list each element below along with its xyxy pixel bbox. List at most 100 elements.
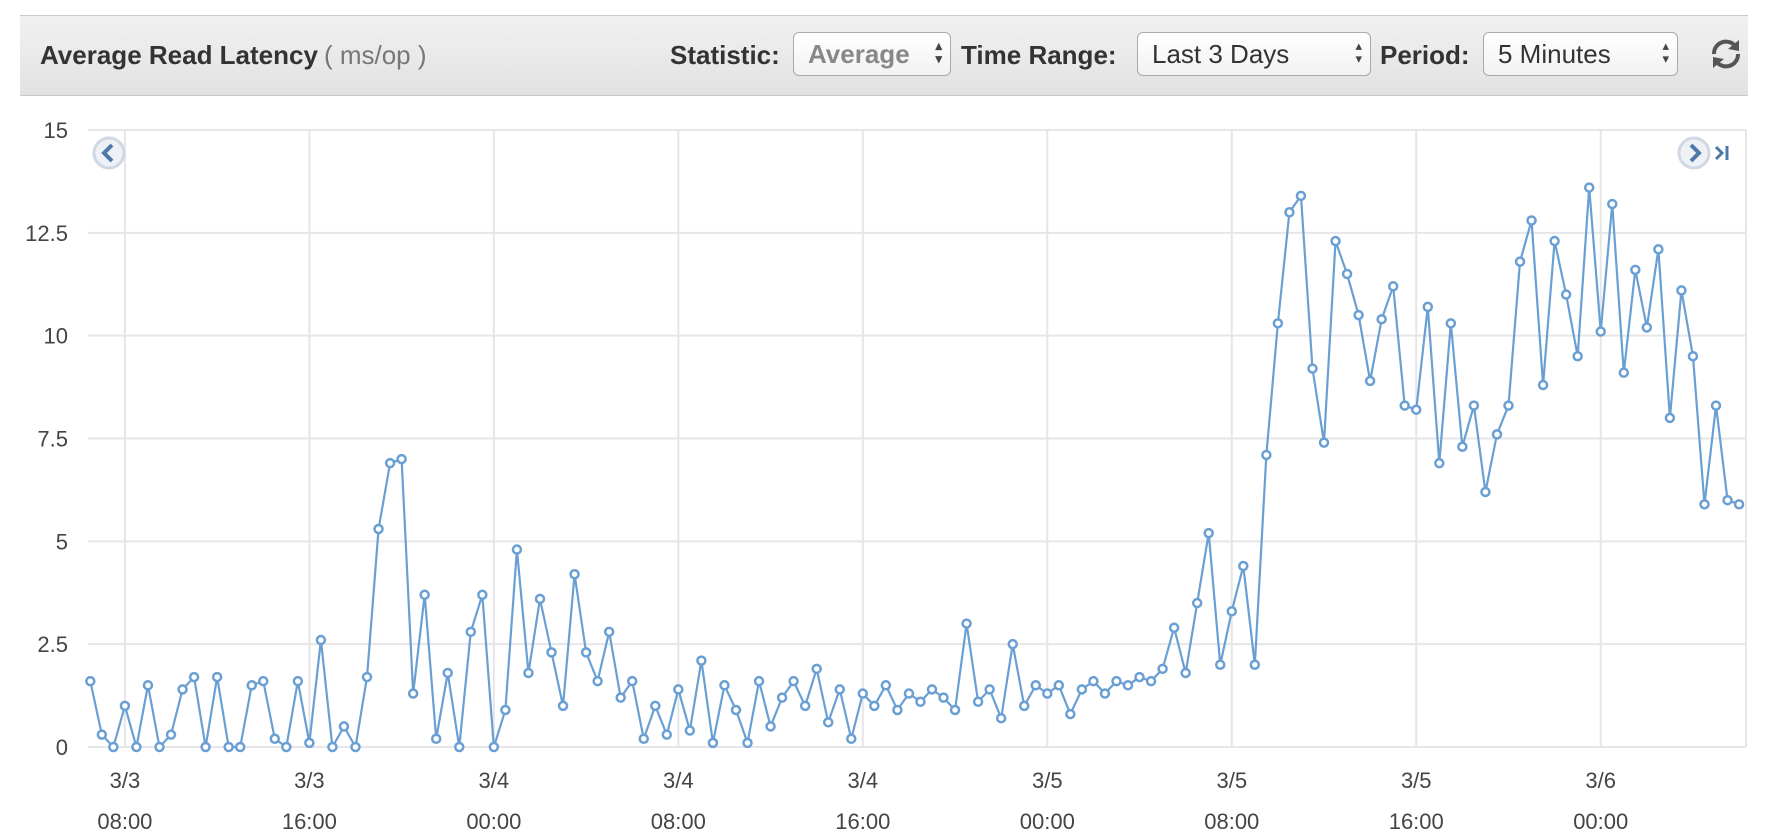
data-point [1653, 244, 1664, 255]
data-point [373, 523, 384, 535]
data-point [269, 733, 281, 745]
data-point [1295, 190, 1307, 202]
data-point [1122, 680, 1134, 691]
data-point [1410, 404, 1422, 415]
data-point [857, 688, 869, 699]
data-point [776, 692, 788, 703]
x-tick-label: 16:00 [282, 809, 337, 832]
data-point [1422, 301, 1434, 313]
data-point [281, 741, 292, 753]
data-point [1111, 675, 1122, 687]
data-point [1203, 527, 1214, 539]
data-point [304, 737, 315, 749]
data-point [984, 684, 995, 695]
control-label: Time Range: [961, 40, 1117, 70]
data-point [1491, 429, 1503, 440]
data-point [1733, 499, 1745, 510]
data-point [1168, 622, 1180, 633]
data-point [1307, 363, 1318, 374]
navigation [92, 136, 1729, 170]
x-tick-label: 3/4 [479, 768, 510, 793]
data-point [546, 647, 557, 658]
prev-button[interactable] [92, 136, 126, 170]
period-select[interactable]: 5 Minutes [1483, 32, 1678, 76]
data-point [119, 700, 131, 712]
y-tick-label: 0 [56, 735, 68, 760]
data-point [1583, 182, 1595, 193]
data-point [926, 684, 938, 695]
data-point [85, 675, 96, 687]
data-point [361, 671, 373, 683]
data-point [338, 721, 350, 732]
data-point [1710, 400, 1722, 411]
data-point [1457, 441, 1468, 452]
statistic-select[interactable]: Average [793, 32, 951, 76]
data-point [1018, 700, 1030, 712]
data-point [454, 741, 465, 753]
data-point [626, 675, 638, 687]
data-point [580, 647, 592, 658]
data-point [200, 741, 211, 753]
data-point [523, 667, 534, 679]
data-point [177, 684, 188, 695]
data-point [995, 712, 1007, 724]
data-point [1330, 235, 1341, 247]
data-point [188, 671, 200, 683]
data-point [131, 741, 142, 753]
control-label: Statistic: [670, 40, 780, 70]
data-point [442, 667, 453, 679]
data-point [1099, 688, 1111, 699]
data-point [1722, 494, 1733, 506]
data-point [1007, 638, 1018, 650]
data-point [430, 733, 442, 745]
y-tick-label: 2.5 [37, 632, 68, 657]
data-point [1180, 667, 1191, 679]
data-point [1699, 499, 1710, 510]
data-point [258, 675, 269, 687]
data-point [419, 589, 430, 601]
data-point [753, 675, 765, 687]
data-point [1630, 264, 1641, 276]
data-point [108, 741, 119, 753]
data-point [1468, 400, 1480, 411]
data-point [1341, 268, 1353, 280]
data-point [1376, 313, 1387, 325]
data-point [869, 700, 880, 712]
data-point [1088, 675, 1099, 687]
data-point [569, 568, 580, 580]
data-point [1641, 322, 1653, 333]
data-point [788, 675, 799, 687]
data-point [292, 675, 304, 687]
next-button[interactable] [1677, 136, 1711, 170]
data-point [1526, 215, 1537, 226]
x-tick-label: 3/5 [1401, 768, 1432, 793]
data-point [1595, 326, 1606, 337]
x-tick-label: 16:00 [1389, 809, 1444, 832]
data-point [1145, 675, 1157, 687]
data-point [834, 684, 845, 695]
x-tick-label: 3/6 [1585, 768, 1616, 793]
data-point [557, 700, 569, 712]
data-point [246, 680, 257, 691]
data-point [696, 655, 707, 666]
grid [88, 129, 1747, 748]
data-point [142, 680, 154, 691]
data-point [477, 589, 488, 601]
data-point [1053, 680, 1065, 691]
data-point [1618, 367, 1630, 378]
data-point [396, 453, 407, 465]
data-point [1364, 375, 1376, 387]
x-tick-label: 3/3 [110, 768, 141, 793]
x-tick-label: 3/5 [1216, 768, 1247, 793]
refresh-button[interactable] [1706, 34, 1746, 74]
x-tick-label: 00:00 [466, 809, 521, 832]
time-range-select[interactable]: Last 3 Days [1137, 32, 1371, 76]
latest-button[interactable] [1714, 145, 1729, 161]
title-text: Average Read Latency [40, 40, 318, 70]
series-line [89, 186, 1740, 749]
data-point [211, 671, 223, 683]
data-point [673, 684, 684, 695]
data-point [1238, 560, 1249, 572]
